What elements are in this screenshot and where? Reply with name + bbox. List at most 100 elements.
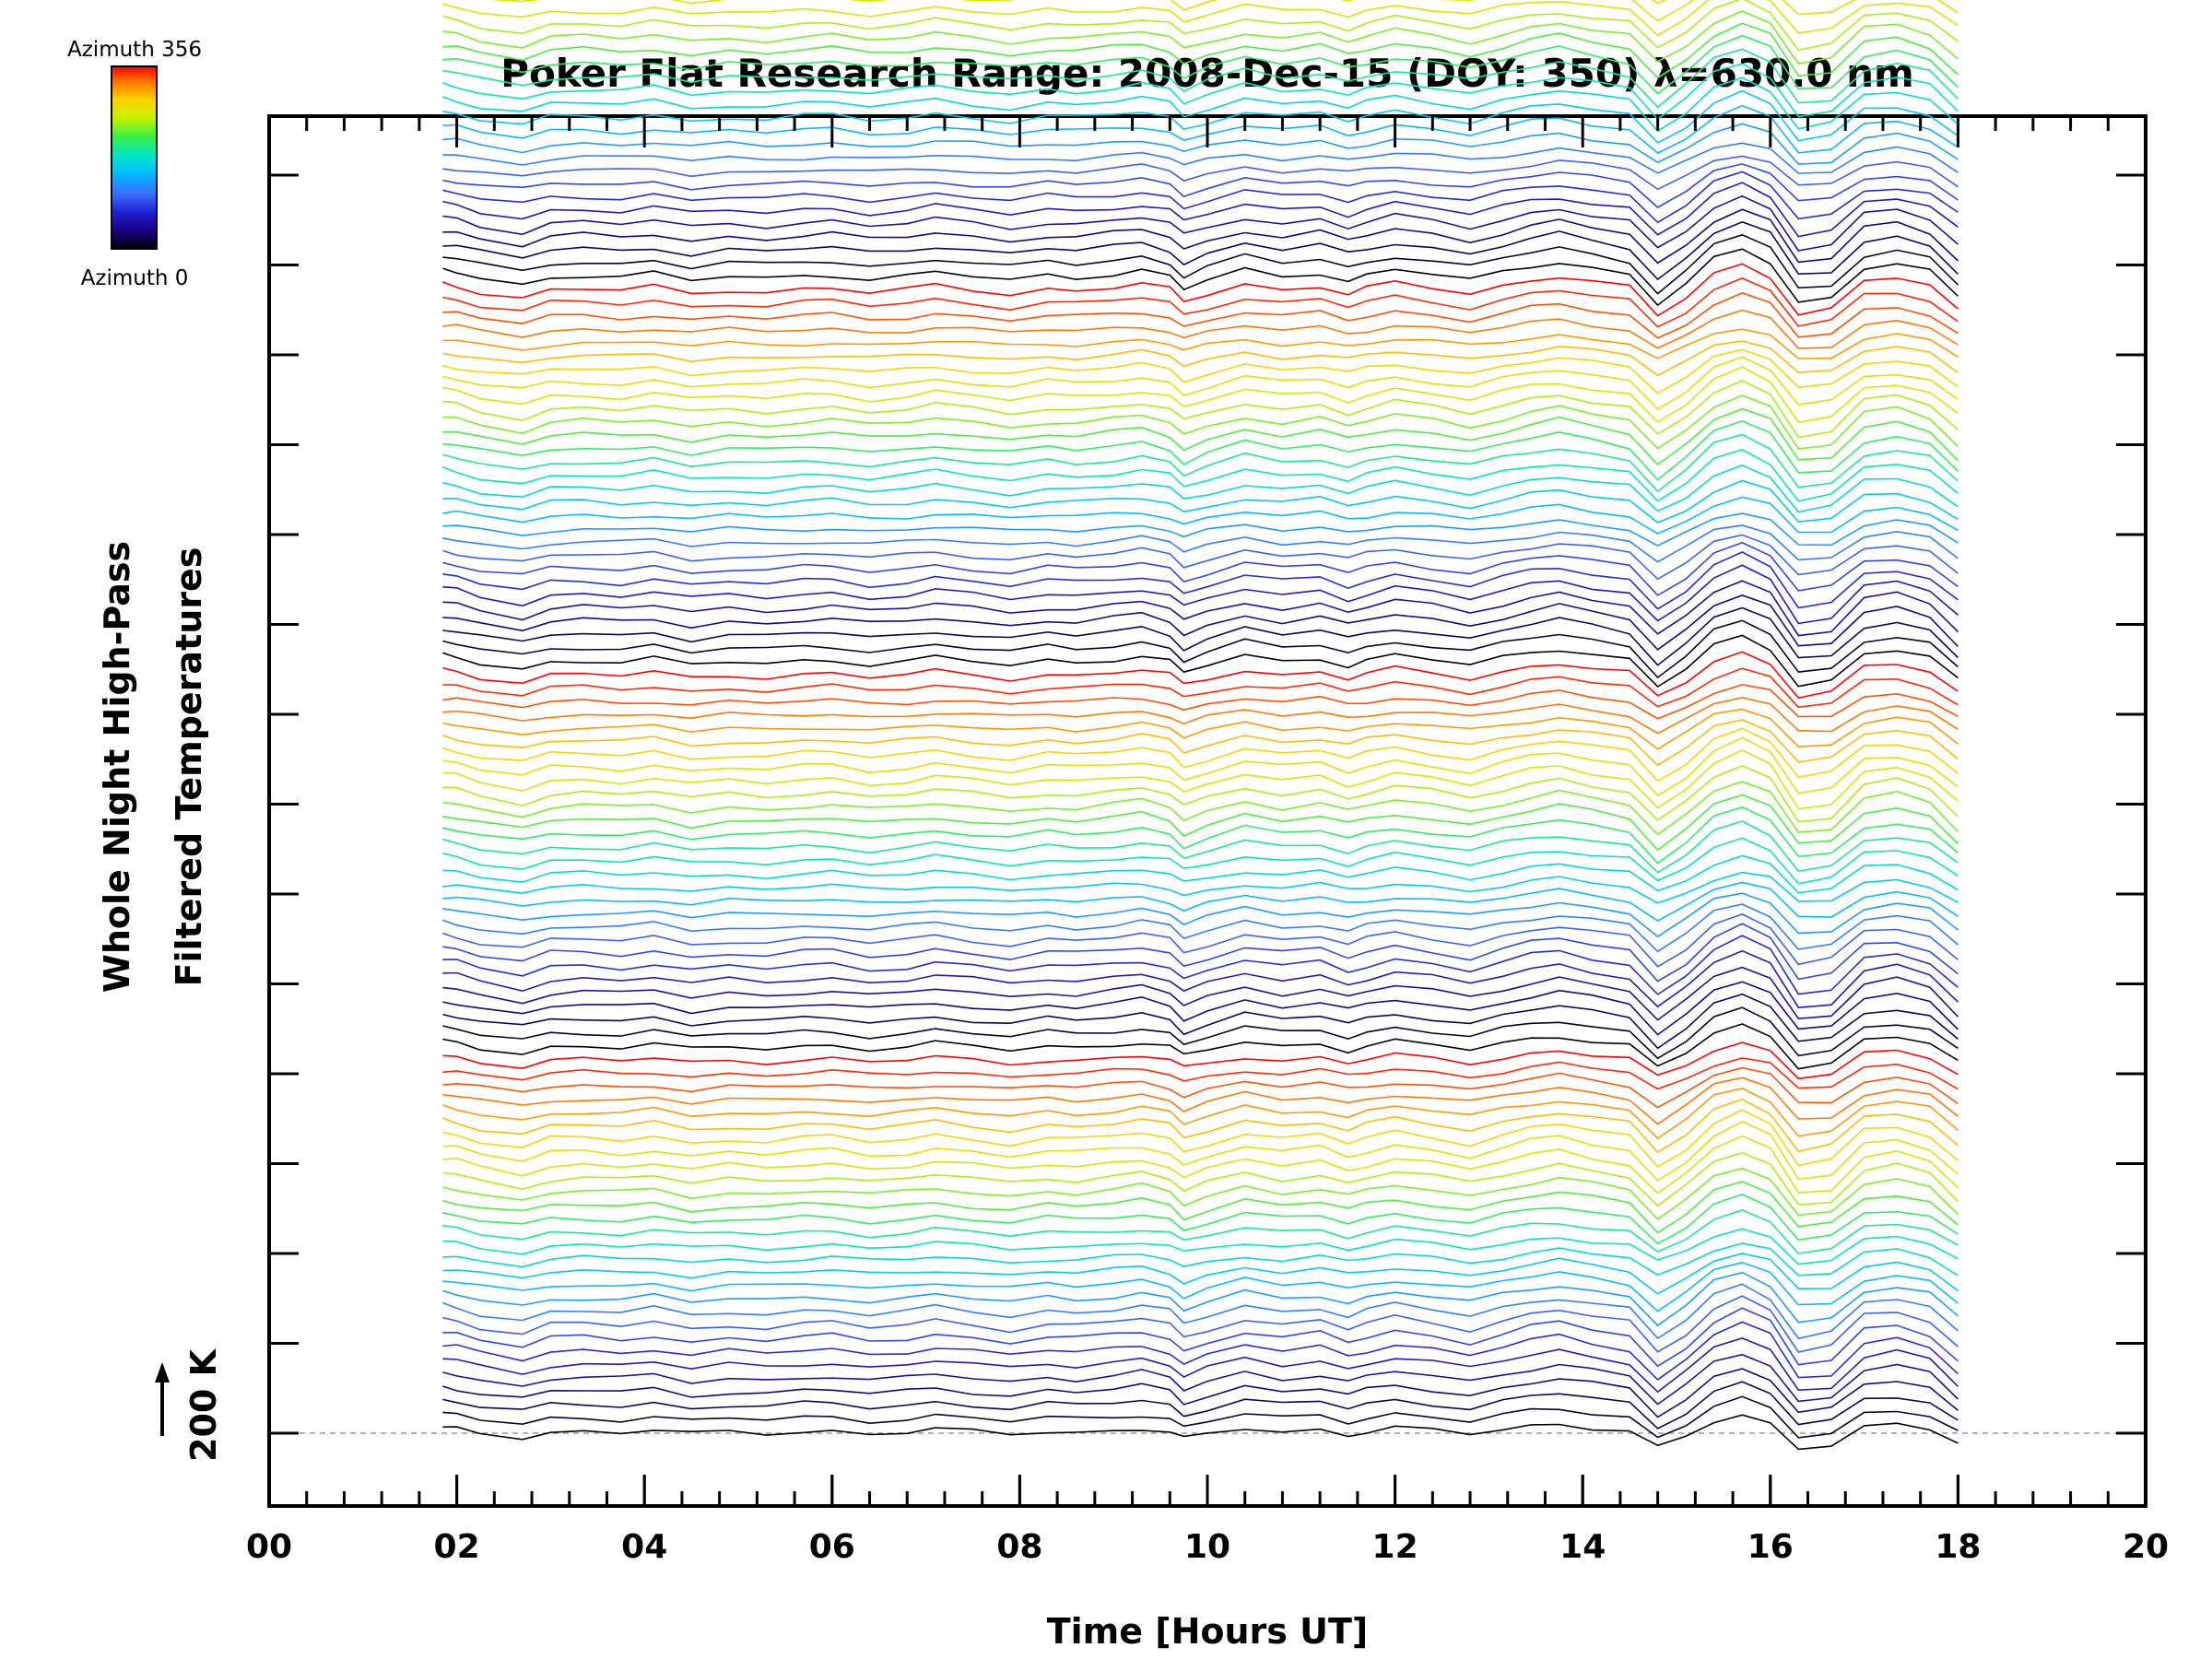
temperature-trace [442,837,1959,885]
temperature-trace [442,981,1959,1036]
scale-label: 200 K [183,1347,224,1462]
temperature-trace [442,0,1959,37]
temperature-trace [442,794,1959,852]
x-tick-label: 04 [621,1528,667,1566]
temperature-trace [442,194,1959,252]
y-axis-title-line-1: Whole Night High-Pass [97,541,137,993]
temperature-trace [442,1057,1959,1090]
y-axis-title-line-2: Filtered Temperatures [169,547,209,987]
temperature-trace [442,292,1959,339]
temperature-trace [442,1271,1959,1327]
temperature-trace [442,871,1959,904]
temperature-trace [442,727,1959,782]
x-tick-label: 06 [809,1528,855,1566]
temperature-trace [442,1295,1959,1353]
temperature-trace [442,913,1959,968]
temperature-trace [442,594,1959,651]
temperature-trace [442,1006,1959,1060]
temperature-trace [442,394,1959,450]
temperature-trace [442,708,1959,750]
temperature-trace [442,142,1959,174]
temperature-trace [442,651,1959,700]
temperature-trace [442,806,1959,865]
temperature-trace [442,276,1959,328]
temperature-trace [442,449,1959,502]
temperature-trace [442,1167,1959,1220]
temperature-trace [442,0,1959,52]
temperature-trace [442,534,1959,581]
temperature-trace [442,155,1959,191]
temperature-trace [442,1353,1959,1406]
azimuth-colorbar: Azimuth 356 Azimuth 0 [67,38,202,290]
axis-ticks [267,116,2147,1506]
temperature-trace [442,171,1959,224]
temperature-trace [442,765,1959,823]
temperature-trace [442,496,1959,535]
x-axis-title: Time [Hours UT] [1047,1611,1369,1652]
temperature-trace [442,1307,1959,1368]
temperature-trace [442,356,1959,410]
temperature-trace [442,328,1959,359]
temperature-trace [442,903,1959,953]
temperature-trace [442,1395,1959,1439]
temperature-trace [442,1098,1959,1154]
temperature-trace [442,63,1959,121]
temperature-trace [442,634,1959,688]
colorbar-gradient [111,65,158,250]
temperature-trace [442,1109,1959,1168]
temperature-trace [442,348,1959,394]
temperature-scale-indicator: 200 K [155,1347,224,1462]
x-tick-label: 14 [1559,1528,1606,1566]
temperature-trace [442,667,1959,709]
temperature-trace [442,749,1959,810]
temperature-trace [442,551,1959,610]
x-tick-label: 12 [1372,1528,1418,1566]
temperature-trace [442,1121,1959,1182]
y-axis-title: Whole Night High-Pass Filtered Temperatu… [97,541,209,993]
temperature-trace [442,966,1959,1021]
temperature-trace [442,233,1959,295]
temperature-trace [442,1381,1959,1430]
x-tick-label: 18 [1935,1528,1981,1566]
x-tick-label: 20 [2123,1528,2169,1566]
temperature-trace [442,10,1959,65]
x-tick-labels: 00 02 04 06 08 10 12 14 16 18 20 [246,1528,2169,1566]
temperature-trace [442,697,1959,735]
temperature-trace [442,263,1959,317]
temperature-trace [442,1414,1959,1451]
temperature-trace [442,923,1959,982]
temperature-trace [442,719,1959,767]
temperature-trace [442,854,1959,894]
temperature-trace [442,1077,1959,1125]
x-tick-label: 02 [434,1528,480,1566]
temperature-trace [442,464,1959,513]
temperature-trace [442,683,1959,720]
temperature-trace [442,949,1959,1009]
temperature-trace [442,541,1959,596]
temperature-trace [442,1194,1959,1245]
temperature-trace [442,606,1959,666]
temperature-trace [442,564,1959,625]
x-tick-label: 10 [1184,1528,1230,1566]
temperature-trace [442,619,1959,679]
temperature-trace [442,48,1959,109]
temperature-trace [442,479,1959,524]
temperature-traces [442,0,1959,1451]
temperature-trace [442,221,1959,281]
temperature-trace [442,1023,1959,1070]
temperature-trace [442,1283,1959,1340]
temperature-trace [442,1088,1959,1140]
temperature-trace [442,993,1959,1050]
temperature-trace [442,935,1959,995]
temperature-trace [442,1253,1959,1295]
temperature-trace [442,248,1959,307]
temperature-trace [442,1228,1959,1265]
temperature-trace [442,820,1959,874]
temperature-trace [442,182,1959,238]
temperature-trace [442,1041,1959,1080]
temperature-trace [442,163,1959,208]
temperature-trace [442,1321,1959,1381]
chart-title: Poker Flat Research Range: 2008-Dec-15 (… [500,51,1914,96]
temperature-trace [442,1261,1959,1312]
